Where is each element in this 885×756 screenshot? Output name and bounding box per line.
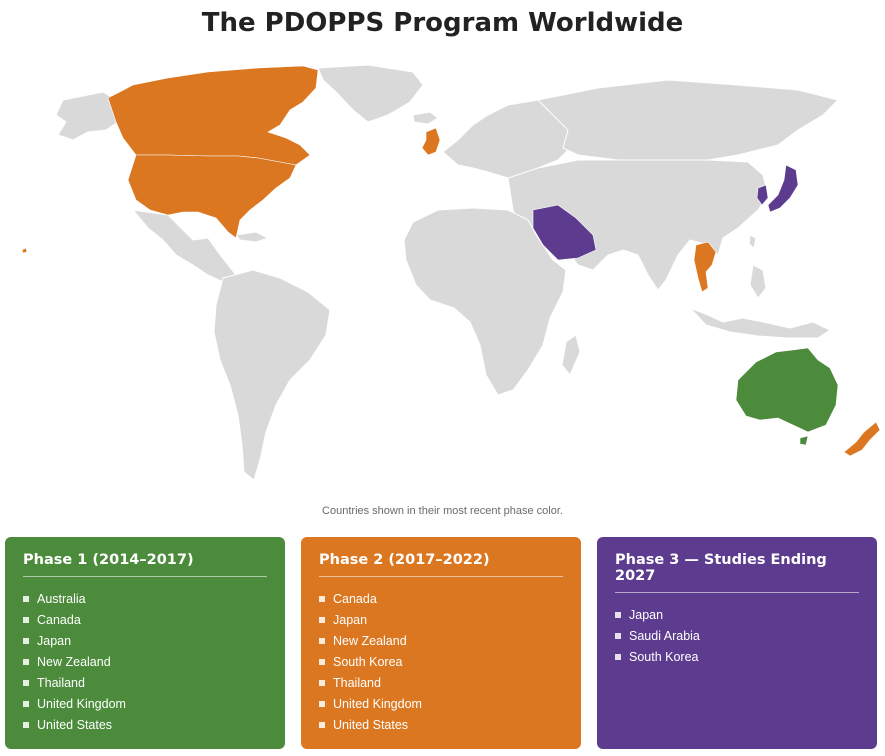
phase-card-title: Phase 1 (2014–2017): [23, 552, 267, 577]
list-item: United Kingdom: [319, 694, 563, 715]
list-item: Thailand: [319, 673, 563, 694]
list-item: United States: [23, 715, 267, 736]
country-new-zealand: [843, 421, 881, 457]
country-south-korea: [756, 184, 769, 206]
base-land: [55, 64, 839, 481]
country-madagascar: [561, 334, 581, 376]
country-list: Canada Japan New Zealand South Korea Tha…: [319, 589, 563, 736]
list-item: Japan: [615, 605, 859, 626]
highlighted-countries: [21, 65, 881, 457]
country-united-states: [127, 154, 297, 239]
list-item: Thailand: [23, 673, 267, 694]
phase-card-title: Phase 2 (2017–2022): [319, 552, 563, 577]
region-south-america: [213, 269, 331, 481]
country-taiwan: [748, 234, 757, 249]
country-alaska: [55, 91, 119, 141]
phase-card-1: Phase 1 (2014–2017) Australia Canada Jap…: [5, 537, 285, 749]
page-title: The PDOPPS Program Worldwide: [201, 8, 684, 38]
list-item: Japan: [319, 610, 563, 631]
country-australia: [735, 347, 839, 433]
country-saudi-arabia: [532, 204, 597, 261]
country-united-states-hawaii: [21, 247, 28, 254]
list-item: New Zealand: [319, 631, 563, 652]
country-japan: [767, 164, 799, 213]
country-australia-tasmania: [799, 435, 809, 446]
country-greenland: [317, 64, 424, 123]
country-list: Australia Canada Japan New Zealand Thail…: [23, 589, 267, 736]
country-canada: [107, 65, 319, 166]
list-item: Canada: [319, 589, 563, 610]
list-item: Canada: [23, 610, 267, 631]
phase-card-title: Phase 3 — Studies Ending 2027: [615, 552, 859, 593]
region-indonesia: [689, 307, 832, 339]
list-item: Saudi Arabia: [615, 626, 859, 647]
list-item: New Zealand: [23, 652, 267, 673]
country-thailand: [693, 241, 717, 293]
list-item: South Korea: [319, 652, 563, 673]
world-map: [21, 64, 881, 481]
region-north-asia: [536, 79, 839, 163]
country-iceland: [412, 111, 439, 125]
phase-card-2: Phase 2 (2017–2022) Canada Japan New Zea…: [301, 537, 581, 749]
list-item: United Kingdom: [23, 694, 267, 715]
region-africa: [403, 207, 567, 396]
map-caption: Countries shown in their most recent pha…: [322, 505, 563, 517]
country-philippines: [749, 264, 767, 299]
country-united-kingdom: [421, 127, 441, 156]
phase-card-3: Phase 3 — Studies Ending 2027 Japan Saud…: [597, 537, 877, 749]
list-item: Japan: [23, 631, 267, 652]
list-item: South Korea: [615, 647, 859, 668]
country-list: Japan Saudi Arabia South Korea: [615, 605, 859, 668]
list-item: United States: [319, 715, 563, 736]
region-caribbean: [235, 231, 270, 243]
list-item: Australia: [23, 589, 267, 610]
